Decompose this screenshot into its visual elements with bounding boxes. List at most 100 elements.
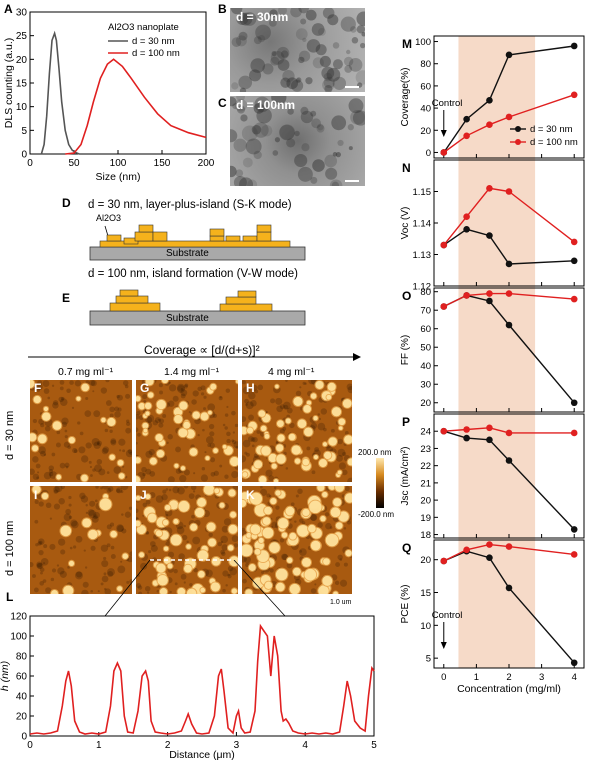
afm-island-top xyxy=(136,524,147,535)
afm-texture xyxy=(73,449,78,453)
afm-texture xyxy=(224,426,228,430)
tem-particle xyxy=(279,124,296,140)
afm-texture xyxy=(36,561,43,568)
afm-texture xyxy=(74,380,82,387)
afm-color-scale xyxy=(376,458,384,508)
chart-m-point xyxy=(463,132,470,140)
afm-island-top xyxy=(304,427,313,437)
afm-island-top xyxy=(109,454,115,460)
afm-texture xyxy=(118,438,126,446)
tem-particle xyxy=(241,125,258,142)
afm-island-top xyxy=(258,537,264,543)
afm-texture xyxy=(252,437,258,443)
afm-island-top xyxy=(333,498,342,507)
afm-texture xyxy=(219,464,223,468)
afm-texture xyxy=(124,384,129,389)
afm-texture xyxy=(93,511,100,519)
afm-texture xyxy=(36,476,40,480)
afm-island-top xyxy=(345,549,352,557)
afm-island-top xyxy=(156,563,166,573)
tem-particle xyxy=(282,69,295,83)
chart-p-point xyxy=(463,434,470,442)
tem-particle xyxy=(245,138,262,155)
afm-island-top xyxy=(56,474,62,480)
panel-label-g: G xyxy=(140,381,150,395)
afm-texture xyxy=(295,390,302,397)
afm-island-top xyxy=(227,545,234,551)
chart-m-ytick-label: 80 xyxy=(420,59,431,70)
afm-texture xyxy=(140,562,148,570)
chart-m-annotation-arrowhead xyxy=(440,130,447,137)
afm-texture xyxy=(226,405,229,409)
afm-texture xyxy=(145,499,151,505)
tem-particle xyxy=(335,152,341,158)
afm-texture xyxy=(120,486,129,491)
afm-texture xyxy=(142,472,146,477)
afm-texture xyxy=(286,562,293,569)
afm-texture xyxy=(105,400,112,406)
chart-p-point xyxy=(486,436,493,444)
afm-texture xyxy=(38,446,46,455)
afm-texture xyxy=(213,470,219,476)
afm-texture xyxy=(197,433,200,437)
afm-texture xyxy=(61,396,65,401)
afm-island-top xyxy=(277,434,285,442)
afm-texture xyxy=(172,486,180,494)
tem-particle xyxy=(298,8,310,14)
afm-island-top xyxy=(268,453,278,463)
tem-particle xyxy=(298,56,305,64)
afm-island-top xyxy=(194,507,205,518)
afm-island-top xyxy=(250,492,263,505)
afm-texture xyxy=(110,554,116,559)
afm-texture xyxy=(117,565,126,574)
tem-particle xyxy=(344,65,353,73)
afm-texture xyxy=(342,452,347,457)
afm-island-top xyxy=(173,519,179,524)
tem-particle xyxy=(300,106,309,115)
afm-texture xyxy=(87,509,95,516)
afm-island-top xyxy=(229,456,238,467)
chart-m-ytick-label: 60 xyxy=(420,81,431,92)
afm-texture xyxy=(93,410,101,418)
afm-texture xyxy=(183,581,186,584)
afm-texture xyxy=(343,562,348,567)
afm-texture xyxy=(124,511,132,518)
tem-particle xyxy=(239,12,253,26)
afm-texture xyxy=(36,388,40,392)
afm-island-top xyxy=(167,563,173,569)
tem-particle xyxy=(310,176,318,184)
tem-particle xyxy=(254,96,270,113)
tem-image-c: d = 100nm xyxy=(230,96,365,186)
afm-texture xyxy=(175,446,181,453)
panel-label-d: D xyxy=(62,196,71,210)
afm-texture xyxy=(120,490,124,494)
tem-particle xyxy=(329,179,343,186)
afm-island-top xyxy=(330,507,341,518)
tem-particle xyxy=(235,35,247,47)
afm-island-top xyxy=(273,478,279,482)
afm-island-top xyxy=(186,544,191,549)
afm-texture xyxy=(72,448,78,454)
afm-image-i xyxy=(30,486,132,594)
afm-texture xyxy=(159,418,165,424)
afm-texture xyxy=(210,471,216,477)
afm-texture xyxy=(56,564,60,567)
chart-n-ytick-label: 1.15 xyxy=(413,187,432,198)
afm-texture xyxy=(51,568,57,573)
afm-texture xyxy=(136,508,139,514)
afm-texture xyxy=(103,556,107,561)
afm-texture xyxy=(39,567,45,573)
tem-particle xyxy=(324,154,338,168)
afm-island-top xyxy=(275,582,285,592)
afm-island-top xyxy=(101,417,106,423)
afm-texture xyxy=(224,474,229,479)
afm-texture xyxy=(82,581,89,588)
chart-m-ytick-label: 0 xyxy=(426,148,431,159)
afm-island-top xyxy=(342,399,352,408)
tem-particle xyxy=(233,138,247,152)
afm-texture xyxy=(251,444,255,448)
afm-texture xyxy=(75,571,83,580)
afm-texture xyxy=(193,472,196,475)
tem-particle xyxy=(286,77,299,90)
